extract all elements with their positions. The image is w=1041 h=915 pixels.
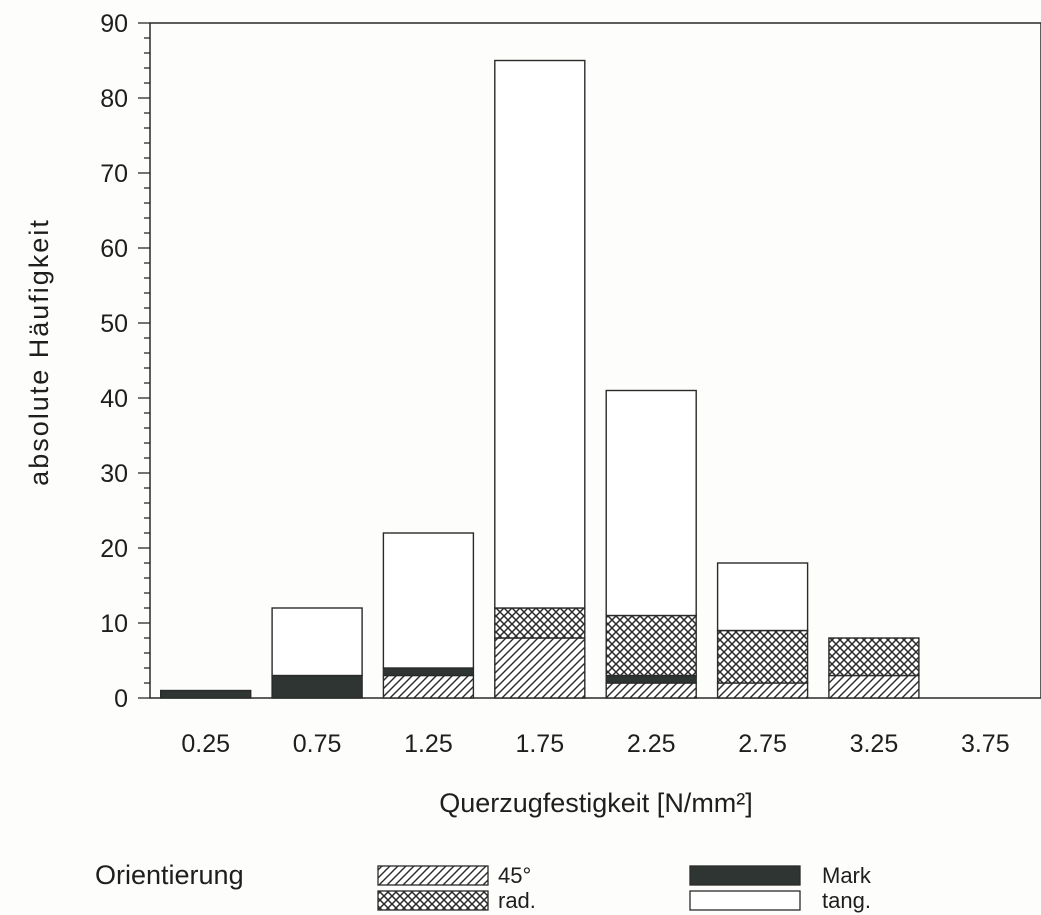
bar-tang-1_75 [494, 59, 586, 609]
x-tick-label: 1.75 [515, 730, 564, 758]
bar-tang-2_25 [605, 389, 697, 617]
x-tick-label: 2.25 [627, 730, 676, 758]
bar-45deg-2_75 [716, 682, 809, 699]
y-tick-label: 30 [100, 460, 128, 488]
legend-label-tang: tang. [822, 888, 871, 913]
legend: Orientierung 45° rad. Mark tang. [95, 860, 872, 913]
bar-45deg-1_75 [494, 637, 586, 699]
y-axis: 0 10 20 30 40 50 60 70 80 90 [100, 10, 150, 713]
legend-title: Orientierung [95, 860, 244, 890]
y-tick-label: 50 [100, 310, 128, 338]
bar-mark-0_25 [159, 689, 252, 699]
bar-45deg-1_25 [382, 674, 475, 699]
legend-label-rad: rad. [498, 888, 536, 913]
bar-mark-0_75 [271, 674, 363, 699]
bar-rad-2_75 [716, 629, 809, 684]
x-tick-label: 0.75 [293, 730, 342, 758]
y-tick-label: 60 [100, 235, 128, 263]
legend-swatch-mark [689, 865, 801, 886]
y-tick-label: 70 [100, 160, 128, 188]
x-tick-label: 1.25 [404, 730, 453, 758]
bar-tang-0_75 [271, 607, 363, 677]
x-axis-title: Querzugfestigkeit [N/mm²] [439, 788, 753, 818]
bar-rad-2_25 [605, 614, 697, 677]
y-tick-label: 90 [100, 10, 128, 38]
x-axis: 0.25 0.75 1.25 1.75 2.25 2.75 3.25 3.75 [181, 730, 1009, 758]
bar-mark-2_25 [605, 674, 697, 684]
legend-swatch-tang [689, 890, 801, 911]
bar-45deg-2_25 [605, 682, 697, 699]
y-axis-title: absolute Häufigkeit [24, 218, 54, 486]
legend-swatch-rad [377, 890, 489, 911]
x-tick-label: 3.75 [961, 730, 1010, 758]
legend-label-45deg: 45° [498, 863, 531, 888]
plot-frame [149, 22, 1041, 699]
legend-swatch-45deg [377, 865, 489, 886]
bar-mark-1_25 [382, 667, 475, 677]
bar-rad-3_25 [828, 637, 920, 677]
y-tick-label: 80 [100, 85, 128, 113]
y-tick-label: 40 [100, 385, 128, 413]
bar-tang-1_25 [382, 532, 475, 669]
bar-rad-1_75 [494, 607, 586, 639]
x-tick-label: 0.25 [181, 730, 230, 758]
bars-group [159, 59, 920, 699]
y-tick-label: 20 [100, 535, 128, 563]
y-tick-label: 0 [114, 685, 128, 713]
x-tick-label: 2.75 [738, 730, 787, 758]
x-tick-label: 3.25 [850, 730, 899, 758]
bar-tang-2_75 [716, 562, 809, 632]
y-tick-label: 10 [100, 610, 128, 638]
legend-label-mark: Mark [822, 863, 872, 888]
bar-45deg-3_25 [828, 674, 920, 699]
